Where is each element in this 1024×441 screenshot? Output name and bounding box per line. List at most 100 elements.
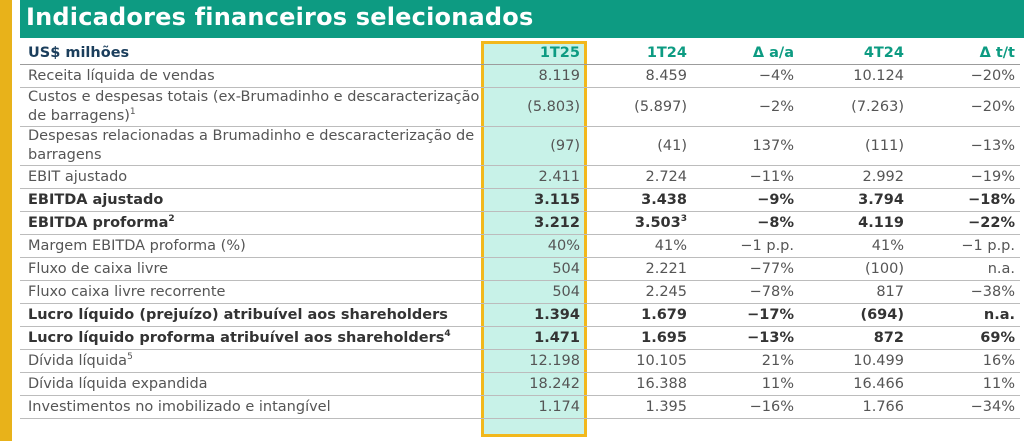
unit-label: US$ milhões [20,42,485,65]
table-row: Receita líquida de vendas 8.119 8.459 −4% 10… [20,64,1020,88]
value-text: 3.438 [641,192,687,208]
table-row: Investimentos no imobilizado e intangíve… [20,395,1020,419]
value-cell: 137% [692,126,799,166]
value-cell: 504 [485,257,585,281]
row-label: Dívida líquida5 [20,349,485,373]
title-banner: Indicadores financeiros selecionados [20,0,1024,38]
value-cell: 3.5033 [585,211,692,235]
left-accent-bar [0,0,12,441]
value-text: (97) [550,138,580,154]
value-text: −13% [747,330,794,346]
value-cell: 3.212 [485,211,585,235]
value-cell: 3.438 [585,188,692,212]
value-cell: 817 [799,280,909,304]
value-cell: −2% [692,87,799,127]
value-text: 1.766 [862,399,904,415]
row-label-text: Margem EBITDA proforma (%) [28,238,246,254]
value-text: −4% [758,68,794,84]
value-cell: 2.411 [485,165,585,189]
value-cell: 21% [692,349,799,373]
table-row: Margem EBITDA proforma (%) 40% 41% −1 p.p. 4… [20,234,1020,258]
value-cell: 3.115 [485,188,585,212]
footnote-marker: 1 [129,107,136,117]
value-cell: 3.794 [799,188,909,212]
value-text: 3.212 [534,215,580,231]
row-label-text: Dívida líquida expandida [28,376,208,392]
header-row: US$ milhões 1T25 1T24 Δ a/a 4T24 Δ t/t [20,42,1020,65]
value-text: 2.411 [538,169,580,185]
value-text: 504 [552,261,580,277]
value-text: 2.724 [645,169,687,185]
table-row: Dívida líquida expandida 18.242 16.388 11% 1… [20,372,1020,396]
value-text: 41% [871,238,904,254]
value-cell: n.a. [909,257,1020,281]
value-text: −1 p.p. [961,238,1015,254]
row-label: Custos e despesas totais (ex-Brumadinho … [20,87,485,127]
row-label: Investimentos no imobilizado e intangíve… [20,395,485,419]
value-cell: (5.803) [485,87,585,127]
value-text: (694) [860,307,904,323]
value-text: −1 p.p. [740,238,794,254]
value-text: −18% [968,192,1015,208]
value-cell: −20% [909,64,1020,88]
value-text: 8.459 [645,68,687,84]
value-cell: 1.394 [485,303,585,327]
value-cell: −9% [692,188,799,212]
value-cell: 16.466 [799,372,909,396]
row-label-text: Fluxo de caixa livre [28,261,169,277]
value-text: 16.388 [636,376,687,392]
value-text: 1.471 [534,330,580,346]
value-text: −77% [749,261,794,277]
value-text: (100) [865,261,904,277]
value-text: (5.897) [634,99,687,115]
value-text: 3.503 [634,215,681,231]
value-cell: 1.695 [585,326,692,350]
value-cell: 2.221 [585,257,692,281]
row-label-text: Despesas relacionadas a Brumadinho e des… [28,128,475,163]
value-cell: −8% [692,211,799,235]
value-text: −20% [970,99,1015,115]
value-cell: 2.992 [799,165,909,189]
value-cell: −78% [692,280,799,304]
value-text: −8% [757,215,794,231]
table-row: Custos e despesas totais (ex-Brumadinho … [20,87,1020,127]
value-text: 16.466 [853,376,904,392]
row-label: Margem EBITDA proforma (%) [20,234,485,258]
value-cell: −34% [909,395,1020,419]
value-text: 16% [982,353,1015,369]
value-text: (111) [865,138,904,154]
row-label: Lucro líquido (prejuízo) atribuível aos … [20,303,485,327]
value-cell: 16.388 [585,372,692,396]
financial-indicators-table: US$ milhões 1T25 1T24 Δ a/a 4T24 Δ t/t R… [20,42,1020,419]
value-cell: 872 [799,326,909,350]
value-cell: 1.766 [799,395,909,419]
value-text: 872 [873,330,904,346]
value-text: 1.395 [645,399,687,415]
row-label-text: Custos e despesas totais (ex-Brumadinho … [28,89,480,124]
value-cell: n.a. [909,303,1020,327]
value-text: −22% [968,215,1015,231]
row-label: Receita líquida de vendas [20,64,485,88]
value-cell: 10.124 [799,64,909,88]
row-label: Fluxo de caixa livre [20,257,485,281]
footnote-marker: 4 [444,329,451,339]
value-text: 1.174 [538,399,580,415]
value-text: 8.119 [538,68,580,84]
value-cell: −13% [692,326,799,350]
value-text: 18.242 [529,376,580,392]
value-cell: 69% [909,326,1020,350]
row-label-text: Dívida líquida [28,353,128,369]
value-cell: −16% [692,395,799,419]
value-text: −17% [747,307,794,323]
table-row: Lucro líquido proforma atribuível aos sh… [20,326,1020,350]
table-row: Fluxo de caixa livre 504 2.221 −77% (100) n.a… [20,257,1020,281]
value-cell: (111) [799,126,909,166]
value-cell: (100) [799,257,909,281]
value-cell: 40% [485,234,585,258]
value-text: 41% [654,238,687,254]
value-cell: −20% [909,87,1020,127]
value-text: 4.119 [858,215,904,231]
value-text: 10.499 [853,353,904,369]
table-row: Dívida líquida5 12.198 10.105 21% 10.499 16% [20,349,1020,373]
value-cell: −4% [692,64,799,88]
